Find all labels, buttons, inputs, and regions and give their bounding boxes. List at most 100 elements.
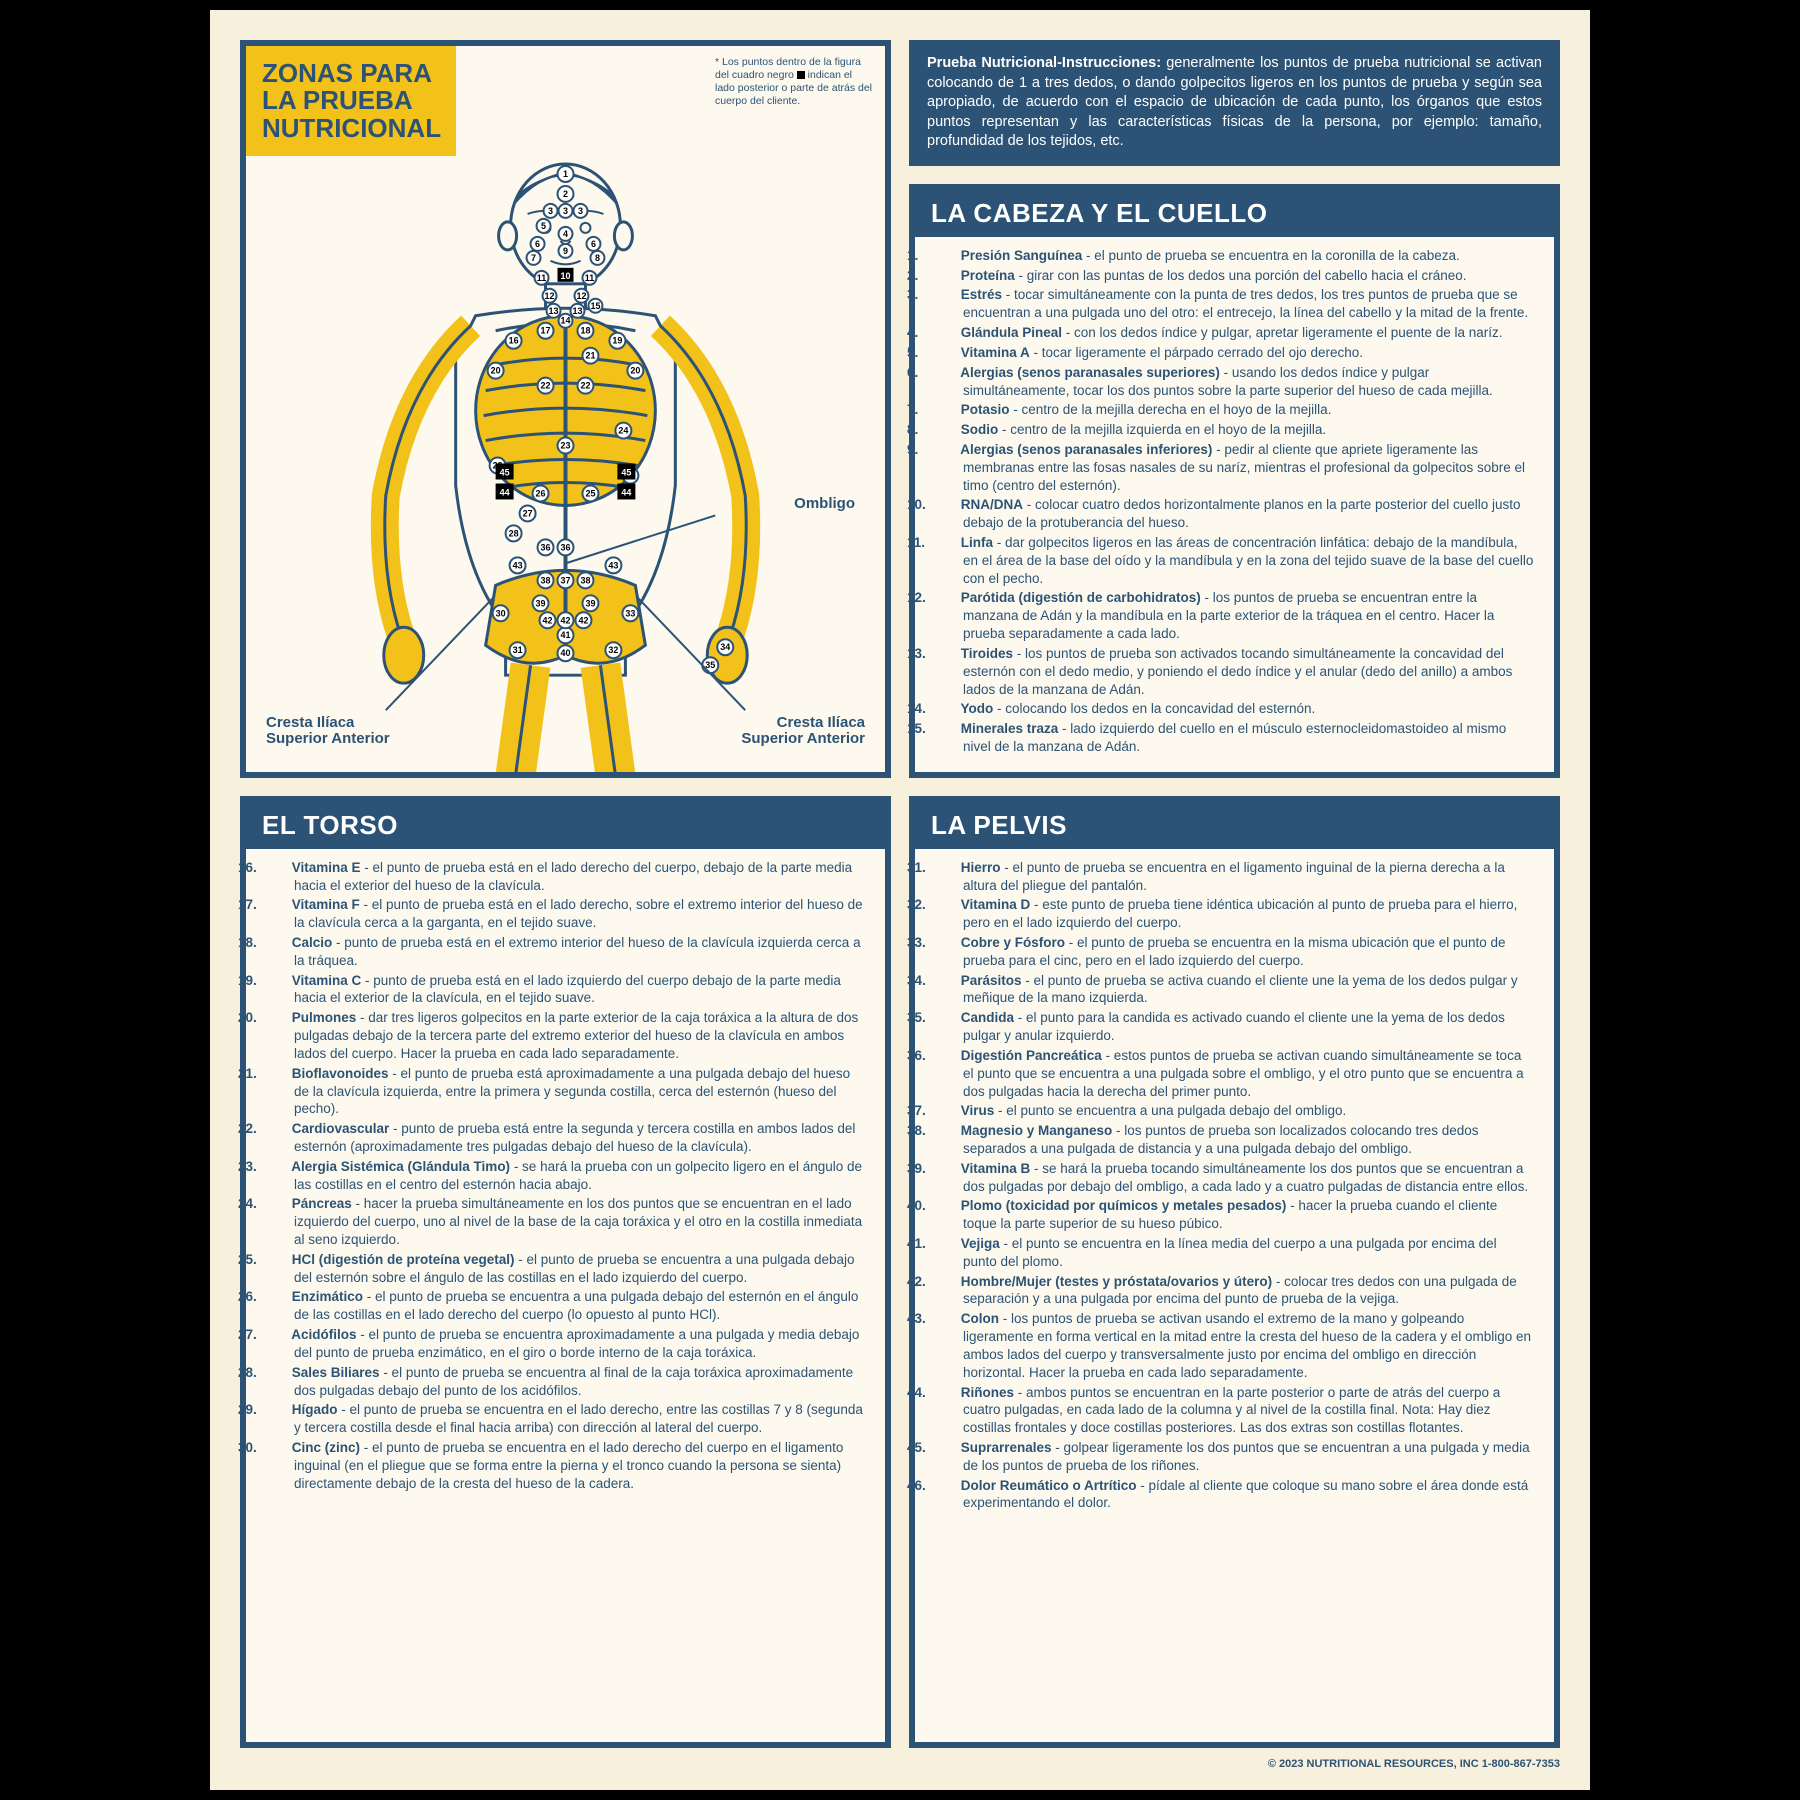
- list-item: 20. Pulmones - dar tres ligeros golpecit…: [266, 1009, 865, 1062]
- svg-text:45: 45: [500, 467, 510, 477]
- torso-section: EL TORSO 16. Vitamina E - el punto de pr…: [240, 796, 891, 1748]
- svg-text:3: 3: [578, 206, 583, 216]
- svg-text:44: 44: [621, 487, 631, 497]
- svg-text:32: 32: [608, 645, 618, 655]
- list-item: 29. Hígado - el punto de prueba se encue…: [266, 1401, 865, 1437]
- footer-copyright: © 2023 NUTRITIONAL RESOURCES, INC 1-800-…: [240, 1758, 1560, 1770]
- instructions-box: Prueba Nutricional-Instrucciones: genera…: [909, 40, 1560, 166]
- list-item: 31. Hierro - el punto de prueba se encue…: [935, 859, 1534, 895]
- list-item: 41. Vejiga - el punto se encuentra en la…: [935, 1235, 1534, 1271]
- list-item: 32. Vitamina D - este punto de prueba ti…: [935, 896, 1534, 932]
- list-item: 16. Vitamina E - el punto de prueba está…: [266, 859, 865, 895]
- list-item: 19. Vitamina C - punto de prueba está en…: [266, 972, 865, 1008]
- svg-text:36: 36: [561, 542, 571, 552]
- list-item: 27. Acidófilos - el punto de prueba se e…: [266, 1326, 865, 1362]
- svg-text:19: 19: [612, 336, 622, 346]
- svg-text:39: 39: [585, 598, 595, 608]
- list-item: 2. Proteína - girar con las puntas de lo…: [935, 267, 1534, 285]
- list-item: 40. Plomo (toxicidad por químicos y meta…: [935, 1197, 1534, 1233]
- list-item: 37. Virus - el punto se encuentra a una …: [935, 1102, 1534, 1120]
- list-item: 45. Suprarrenales - golpear ligeramente …: [935, 1439, 1534, 1475]
- svg-text:23: 23: [561, 440, 571, 450]
- pelvis-section: LA PELVIS 31. Hierro - el punto de prueb…: [909, 796, 1560, 1748]
- body-diagram-svg: 1 2 3 3 3 4 5 6 6 7 8 9 10 11 11 12 12: [246, 156, 885, 772]
- list-item: 6. Alergias (senos paranasales superiore…: [935, 364, 1534, 400]
- list-item: 17. Vitamina F - el punto de prueba está…: [266, 896, 865, 932]
- svg-text:33: 33: [625, 608, 635, 618]
- svg-text:10: 10: [561, 271, 571, 281]
- list-item: 42. Hombre/Mujer (testes y próstata/ovar…: [935, 1273, 1534, 1309]
- pelvis-list: 31. Hierro - el punto de prueba se encue…: [935, 859, 1534, 1512]
- torso-section-body: 16. Vitamina E - el punto de prueba está…: [246, 849, 885, 1509]
- svg-text:13: 13: [572, 306, 582, 316]
- list-item: 9. Alergias (senos paranasales inferiore…: [935, 441, 1534, 494]
- svg-text:12: 12: [545, 291, 555, 301]
- head-section-title: LA CABEZA Y EL CUELLO: [915, 190, 1554, 237]
- svg-text:1: 1: [563, 169, 568, 179]
- list-item: 21. Bioflavonoides - el punto de prueba …: [266, 1065, 865, 1118]
- svg-text:38: 38: [580, 575, 590, 585]
- diagram-title: ZONAS PARA LA PRUEBA NUTRICIONAL: [246, 46, 456, 156]
- svg-text:36: 36: [541, 542, 551, 552]
- svg-text:42: 42: [578, 615, 588, 625]
- svg-text:44: 44: [500, 487, 510, 497]
- svg-text:4: 4: [563, 229, 568, 239]
- svg-text:12: 12: [576, 291, 586, 301]
- svg-text:37: 37: [561, 575, 571, 585]
- svg-text:22: 22: [541, 381, 551, 391]
- svg-text:16: 16: [509, 336, 519, 346]
- list-item: 23. Alergia Sistémica (Glándula Timo) - …: [266, 1158, 865, 1194]
- list-item: 11. Linfa - dar golpecitos ligeros en la…: [935, 534, 1534, 587]
- black-square-icon: [797, 71, 805, 79]
- list-item: 7. Potasio - centro de la mejilla derech…: [935, 401, 1534, 419]
- top-right-column: Prueba Nutricional-Instrucciones: genera…: [909, 40, 1560, 778]
- list-item: 36. Digestión Pancreática - estos puntos…: [935, 1047, 1534, 1100]
- svg-text:7: 7: [531, 253, 536, 263]
- svg-text:6: 6: [535, 239, 540, 249]
- label-ombligo: Ombligo: [794, 496, 855, 512]
- pelvis-section-title: LA PELVIS: [915, 802, 1554, 849]
- svg-text:17: 17: [541, 326, 551, 336]
- svg-text:14: 14: [561, 316, 571, 326]
- svg-text:21: 21: [585, 351, 595, 361]
- list-item: 33. Cobre y Fósforo - el punto de prueba…: [935, 934, 1534, 970]
- svg-text:27: 27: [523, 508, 533, 518]
- svg-text:31: 31: [513, 645, 523, 655]
- svg-text:45: 45: [621, 467, 631, 477]
- svg-text:40: 40: [561, 648, 571, 658]
- label-cresta-left: Cresta Ilíaca Superior Anterior: [266, 715, 396, 747]
- svg-text:28: 28: [509, 528, 519, 538]
- list-item: 24. Páncreas - hacer la prueba simultáne…: [266, 1195, 865, 1248]
- svg-text:39: 39: [536, 598, 546, 608]
- svg-text:42: 42: [561, 615, 571, 625]
- list-item: 28. Sales Biliares - el punto de prueba …: [266, 1364, 865, 1400]
- svg-text:42: 42: [543, 615, 553, 625]
- list-item: 13. Tiroides - los puntos de prueba son …: [935, 645, 1534, 698]
- svg-text:30: 30: [496, 608, 506, 618]
- list-item: 46. Dolor Reumático o Artrítico - pídale…: [935, 1477, 1534, 1513]
- svg-text:34: 34: [720, 642, 730, 652]
- list-item: 3. Estrés - tocar simultáneamente con la…: [935, 286, 1534, 322]
- svg-text:13: 13: [549, 306, 559, 316]
- svg-text:41: 41: [561, 630, 571, 640]
- torso-list: 16. Vitamina E - el punto de prueba está…: [266, 859, 865, 1493]
- list-item: 26. Enzimático - el punto de prueba se e…: [266, 1288, 865, 1324]
- list-item: 14. Yodo - colocando los dedos en la con…: [935, 700, 1534, 718]
- svg-text:11: 11: [585, 273, 594, 283]
- svg-text:38: 38: [541, 575, 551, 585]
- list-item: 44. Riñones - ambos puntos se encuentran…: [935, 1384, 1534, 1437]
- svg-text:24: 24: [618, 425, 628, 435]
- svg-text:9: 9: [563, 246, 568, 256]
- diagram-note: * Los puntos dentro de la figura del cua…: [715, 46, 885, 109]
- list-item: 35. Candida - el punto para la candida e…: [935, 1009, 1534, 1045]
- list-item: 4. Glándula Pineal - con los dedos índic…: [935, 324, 1534, 342]
- svg-text:22: 22: [580, 381, 590, 391]
- list-item: 18. Calcio - punto de prueba está en el …: [266, 934, 865, 970]
- head-section-body: 1. Presión Sanguínea - el punto de prueb…: [915, 237, 1554, 772]
- svg-text:8: 8: [595, 253, 600, 263]
- svg-text:3: 3: [563, 206, 568, 216]
- svg-text:6: 6: [591, 239, 596, 249]
- head-section: LA CABEZA Y EL CUELLO 1. Presión Sanguín…: [909, 184, 1560, 778]
- list-item: 12. Parótida (digestión de carbohidratos…: [935, 589, 1534, 642]
- list-item: 1. Presión Sanguínea - el punto de prueb…: [935, 247, 1534, 265]
